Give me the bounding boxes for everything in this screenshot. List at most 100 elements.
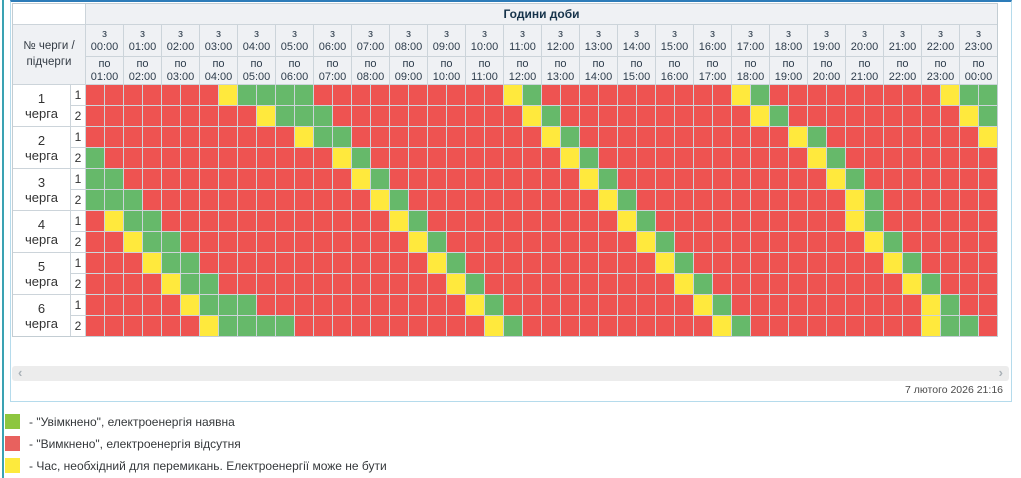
schedule-cell-off <box>466 148 484 168</box>
schedule-cell-off <box>789 85 807 105</box>
schedule-cell-off <box>580 211 598 231</box>
hour-from-cell: з 02:00 <box>162 25 199 56</box>
schedule-cell-on <box>580 148 598 168</box>
schedule-cell-off <box>903 85 921 105</box>
schedule-cell-switching <box>865 232 883 252</box>
schedule-cell-off <box>960 211 978 231</box>
schedule-cell-off <box>371 148 389 168</box>
schedule-cell-off <box>732 232 750 252</box>
schedule-cell-off <box>960 253 978 273</box>
schedule-cell-off <box>941 274 959 294</box>
schedule-cell-off <box>656 85 674 105</box>
schedule-cell-on <box>371 169 389 189</box>
schedule-cell-switching <box>333 148 351 168</box>
legend: - "Увімкнено", електроенергія наявна - "В… <box>5 414 387 478</box>
schedule-cell-off <box>124 106 142 126</box>
schedule-cell-switching <box>162 274 180 294</box>
schedule-cell-off <box>637 106 655 126</box>
hour-to-cell: по 11:00 <box>466 57 503 84</box>
schedule-cell-on <box>447 253 465 273</box>
schedule-cell-off <box>295 253 313 273</box>
schedule-cell-off <box>675 316 693 336</box>
hour-to-cell: по 05:00 <box>238 57 275 84</box>
schedule-cell-on <box>865 190 883 210</box>
schedule-cell-off <box>903 148 921 168</box>
schedule-cell-off <box>694 232 712 252</box>
hour-from-cell: з 04:00 <box>238 25 275 56</box>
schedule-cell-off <box>162 295 180 315</box>
schedule-cell-off <box>542 274 560 294</box>
schedule-cell-on <box>143 211 161 231</box>
schedule-cell-off <box>390 85 408 105</box>
schedule-cell-off <box>314 190 332 210</box>
schedule-cell-off <box>770 316 788 336</box>
schedule-cell-off <box>333 106 351 126</box>
schedule-cell-off <box>352 316 370 336</box>
schedule-cell-off <box>143 85 161 105</box>
schedule-cell-on <box>561 127 579 147</box>
schedule-cell-off <box>884 211 902 231</box>
schedule-cell-on <box>941 316 959 336</box>
schedule-cell-off <box>238 211 256 231</box>
schedule-cell-off <box>124 316 142 336</box>
schedule-cell-off <box>770 169 788 189</box>
scroll-right-icon[interactable]: › <box>998 365 1003 380</box>
schedule-cell-off <box>922 85 940 105</box>
schedule-cell-off <box>257 274 275 294</box>
schedule-cell-off <box>504 148 522 168</box>
schedule-cell-off <box>276 232 294 252</box>
schedule-cell-on <box>219 316 237 336</box>
hour-from-cell: з 12:00 <box>542 25 579 56</box>
schedule-cell-on <box>523 85 541 105</box>
schedule-cell-off <box>808 295 826 315</box>
schedule-cell-off <box>428 190 446 210</box>
schedule-cell-off <box>409 253 427 273</box>
schedule-cell-off <box>561 106 579 126</box>
schedule-cell-off <box>200 253 218 273</box>
schedule-cell-off <box>656 211 674 231</box>
schedule-cell-off <box>276 148 294 168</box>
schedule-cell-off <box>979 253 997 273</box>
schedule-cell-switching <box>694 295 712 315</box>
schedule-cell-on <box>846 169 864 189</box>
schedule-cell-on <box>390 190 408 210</box>
schedule-cell-off <box>352 127 370 147</box>
schedule-cell-switching <box>219 85 237 105</box>
schedule-cell-off <box>770 127 788 147</box>
schedule-cell-on <box>181 274 199 294</box>
schedule-cell-off <box>466 169 484 189</box>
schedule-cell-off <box>941 211 959 231</box>
schedule-cell-off <box>770 253 788 273</box>
schedule-cell-off <box>865 295 883 315</box>
schedule-cell-off <box>789 232 807 252</box>
schedule-cell-off <box>447 127 465 147</box>
schedule-cell-off <box>599 232 617 252</box>
hour-from-cell: з 13:00 <box>580 25 617 56</box>
schedule-cell-off <box>86 253 104 273</box>
schedule-cell-off <box>542 190 560 210</box>
schedule-cell-on <box>105 190 123 210</box>
schedule-cell-off <box>637 190 655 210</box>
horizontal-scrollbar[interactable]: ‹ › <box>12 366 1009 381</box>
schedule-cell-off <box>770 148 788 168</box>
hour-to-cell: по 00:00 <box>960 57 997 84</box>
schedule-cell-off <box>675 169 693 189</box>
schedule-cell-off <box>466 127 484 147</box>
schedule-cell-on <box>504 316 522 336</box>
schedule-cell-off <box>105 85 123 105</box>
schedule-cell-off <box>979 274 997 294</box>
schedule-cell-off <box>751 316 769 336</box>
hour-from-cell: з 23:00 <box>960 25 997 56</box>
schedule-cell-off <box>618 106 636 126</box>
schedule-cell-off <box>409 127 427 147</box>
schedule-cell-off <box>941 148 959 168</box>
hour-to-cell: по 10:00 <box>428 57 465 84</box>
subqueue-label: 1 <box>71 253 85 273</box>
schedule-cell-off <box>314 211 332 231</box>
schedule-cell-off <box>447 232 465 252</box>
schedule-cell-off <box>447 169 465 189</box>
schedule-cell-off <box>181 148 199 168</box>
schedule-cell-off <box>504 232 522 252</box>
schedule-cell-off <box>770 232 788 252</box>
scroll-left-icon[interactable]: ‹ <box>18 365 23 380</box>
